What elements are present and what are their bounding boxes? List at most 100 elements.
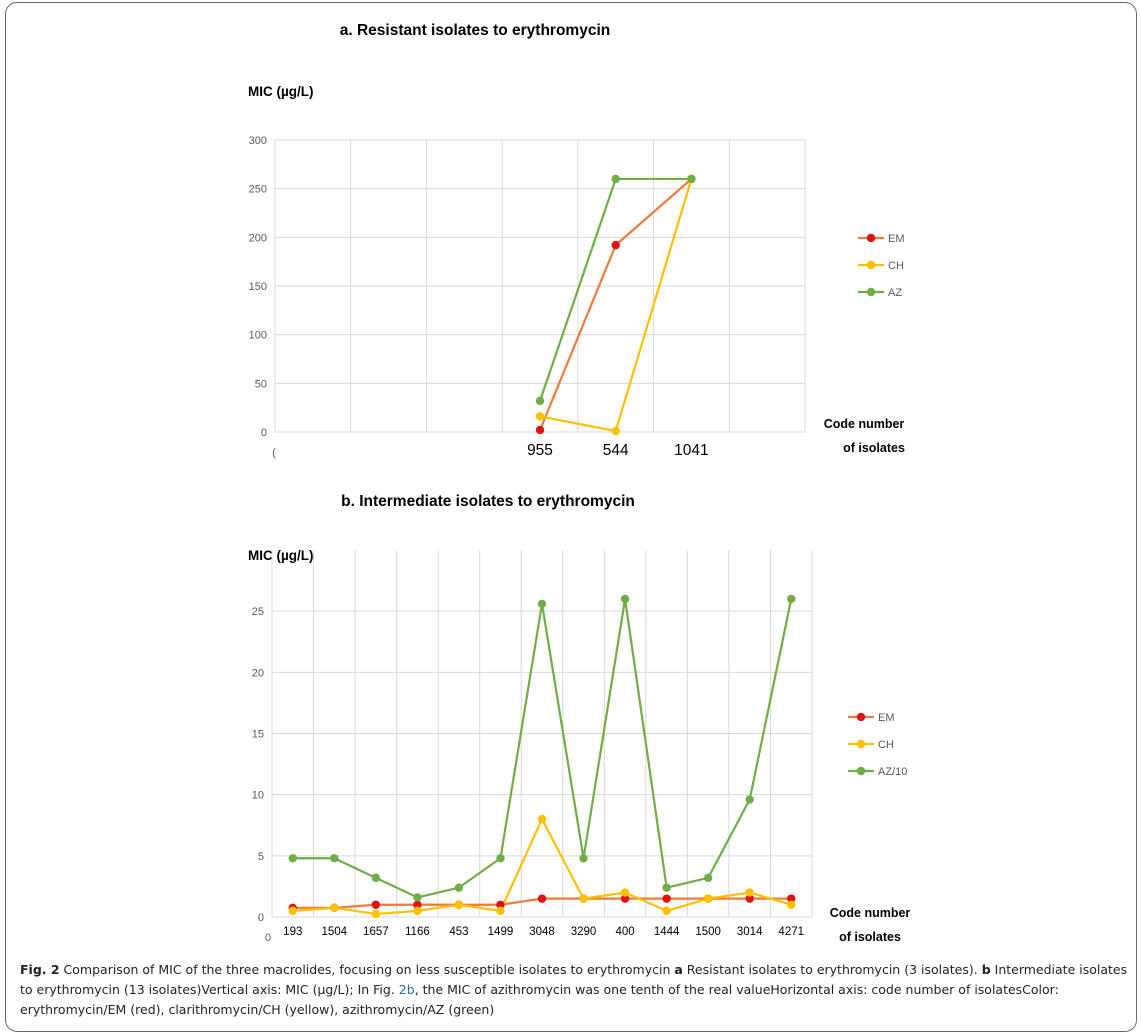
chart-b-y-ticks: 0 5 10 15 20 25 bbox=[252, 606, 264, 924]
chart-b-point-em-1166 bbox=[413, 900, 422, 909]
chart-a-y-tick-200: 200 bbox=[249, 232, 267, 244]
chart-b: b. Intermediate isolates to erythromycin… bbox=[248, 493, 910, 944]
chart-b-point-em-1657 bbox=[371, 900, 381, 909]
chart-a-y-tick-50: 50 bbox=[255, 378, 267, 390]
chart-b-x-tick-453: 453 bbox=[449, 926, 468, 938]
chart-b-gridlines bbox=[271, 550, 813, 918]
chart-b-point-az-10-1444 bbox=[662, 883, 671, 892]
caption-text-3: Intermediate isolates to erythromycin (1… bbox=[20, 962, 1128, 997]
chart-b-point-az-10-1504 bbox=[330, 854, 339, 863]
chart-b-y-tick-25: 25 bbox=[252, 606, 264, 618]
chart-b-x-axis-label-line1: Code number bbox=[830, 906, 911, 920]
caption-text-1: Comparison of MIC of the three macrolide… bbox=[59, 962, 675, 977]
caption-figure-link[interactable]: 2b bbox=[398, 982, 415, 997]
chart-b-legend-label-em: EM bbox=[878, 712, 895, 724]
caption-panel-a: a bbox=[674, 962, 683, 977]
chart-b-point-em-1499 bbox=[496, 900, 505, 909]
chart-a-y-ticks: 0 50 100 150 200 250 300 bbox=[249, 135, 267, 439]
chart-a-y-tick-0: 0 bbox=[261, 427, 267, 439]
chart-b-x-ticks: 193 1504 1657 1166 453 1499 3048 3290 400 1444 150… bbox=[283, 926, 804, 938]
chart-b-point-ch-3048 bbox=[537, 814, 547, 824]
chart-b-point-em-400 bbox=[620, 894, 630, 903]
chart-a-legend-marker-az bbox=[866, 287, 876, 297]
chart-a-y-tick-150: 150 bbox=[249, 281, 267, 293]
chart-b-y-tick-20: 20 bbox=[252, 667, 264, 679]
chart-b-x-tick-1504: 1504 bbox=[322, 926, 348, 938]
chart-b-y-axis-label: MIC (µg/L) bbox=[248, 548, 314, 563]
chart-a-series-line-em bbox=[538, 178, 693, 431]
chart-b-y-tick-15: 15 bbox=[252, 729, 264, 741]
chart-b-point-az-10-1499 bbox=[496, 854, 505, 863]
chart-a-legend-marker-ch bbox=[866, 260, 876, 270]
chart-b-point-ch-3290 bbox=[579, 894, 588, 903]
chart-b-point-ch-453 bbox=[454, 900, 464, 909]
figure-canvas: a. Resistant isolates to erythromycin MI… bbox=[248, 22, 910, 944]
chart-b-series-line-az-10 bbox=[292, 597, 793, 899]
chart-b-x-origin-label: 0 bbox=[265, 932, 271, 944]
chart-b-point-az-10-1500 bbox=[703, 873, 713, 883]
chart-a-title: a. Resistant isolates to erythromycin bbox=[340, 22, 610, 39]
caption-text-2: Resistant isolates to erythromycin (3 is… bbox=[682, 962, 982, 977]
chart-b-point-ch-1444 bbox=[662, 906, 671, 916]
chart-b-x-tick-193: 193 bbox=[283, 926, 302, 938]
chart-b-point-az-10-1166 bbox=[413, 893, 422, 902]
chart-a-x-axis-label-line2: of isolates bbox=[843, 441, 905, 455]
chart-b-point-ch-3014 bbox=[745, 888, 754, 897]
chart-b-title: b. Intermediate isolates to erythromycin bbox=[341, 493, 635, 510]
chart-a-legend-label-em: EM bbox=[888, 233, 905, 245]
chart-a-legend-label-ch: CH bbox=[888, 260, 904, 272]
chart-b-point-az-10-3048 bbox=[537, 599, 547, 609]
figure-frame bbox=[5, 2, 1137, 1032]
chart-a-point-em-544 bbox=[611, 240, 620, 250]
chart-b-point-ch-1504 bbox=[330, 903, 339, 913]
chart-b-x-tick-1166: 1166 bbox=[405, 926, 430, 938]
chart-b-y-tick-0: 0 bbox=[258, 912, 264, 924]
chart-a-point-az-544 bbox=[611, 174, 620, 184]
chart-a-x-ticks: 955 544 1041 bbox=[527, 442, 709, 459]
chart-b-x-tick-1499: 1499 bbox=[488, 926, 514, 938]
chart-b-point-em-1444 bbox=[662, 894, 671, 903]
chart-b-point-ch-1657 bbox=[371, 909, 381, 919]
figure-caption: Fig. 2 Comparison of MIC of the three ma… bbox=[20, 960, 1130, 1020]
chart-a-y-axis-label: MIC (µg/L) bbox=[248, 84, 314, 99]
chart-b-point-az-10-193 bbox=[288, 854, 297, 863]
chart-b-y-tick-10: 10 bbox=[252, 790, 264, 802]
chart-b-x-tick-1500: 1500 bbox=[695, 926, 721, 938]
chart-a-series bbox=[535, 174, 696, 436]
chart-a-series-line-ch bbox=[539, 178, 693, 433]
chart-a-y-tick-250: 250 bbox=[249, 184, 267, 196]
chart-b-x-tick-1444: 1444 bbox=[654, 926, 680, 938]
chart-a-legend: EM CH AZ bbox=[858, 233, 905, 299]
chart-a-point-ch-955 bbox=[535, 412, 545, 421]
chart-a-x-tick-544: 544 bbox=[603, 442, 629, 459]
chart-a-y-tick-100: 100 bbox=[249, 330, 267, 342]
chart-a-x-axis-label-line1: Code number bbox=[824, 417, 905, 431]
chart-b-point-az-10-4271 bbox=[787, 594, 796, 604]
chart-b-x-tick-3014: 3014 bbox=[737, 926, 763, 938]
chart-b-point-ch-400 bbox=[620, 888, 630, 897]
chart-b-x-tick-3048: 3048 bbox=[529, 926, 555, 938]
chart-b-point-em-3014 bbox=[745, 894, 754, 903]
chart-a: a. Resistant isolates to erythromycin MI… bbox=[248, 22, 905, 459]
chart-b-legend-label-ch: CH bbox=[878, 739, 894, 751]
chart-a-x-tick-955: 955 bbox=[527, 442, 553, 459]
chart-b-point-ch-1500 bbox=[703, 894, 713, 903]
chart-b-legend: EM CH AZ/10 bbox=[848, 712, 907, 778]
chart-a-point-az-955 bbox=[535, 396, 545, 406]
chart-b-point-az-10-453 bbox=[454, 883, 464, 892]
chart-b-point-az-10-3290 bbox=[579, 854, 588, 863]
chart-a-x-tick-1041: 1041 bbox=[674, 442, 708, 459]
chart-b-x-axis-label-line2: of isolates bbox=[839, 930, 901, 944]
caption-text-4: , the MIC of azithromycin was one tenth … bbox=[20, 982, 1059, 1017]
chart-a-y-tick-300: 300 bbox=[249, 135, 267, 147]
caption-panel-b: b bbox=[981, 962, 991, 977]
chart-a-legend-marker-em bbox=[866, 233, 876, 243]
chart-b-point-em-4271 bbox=[787, 894, 796, 903]
chart-a-point-em-955 bbox=[535, 425, 545, 435]
chart-b-point-az-10-3014 bbox=[745, 795, 754, 804]
chart-b-point-ch-193 bbox=[288, 906, 297, 916]
chart-b-point-ch-1499 bbox=[496, 906, 505, 916]
chart-b-x-tick-4271: 4271 bbox=[778, 926, 804, 938]
chart-b-x-tick-400: 400 bbox=[615, 926, 634, 938]
chart-a-gridlines bbox=[274, 139, 806, 433]
